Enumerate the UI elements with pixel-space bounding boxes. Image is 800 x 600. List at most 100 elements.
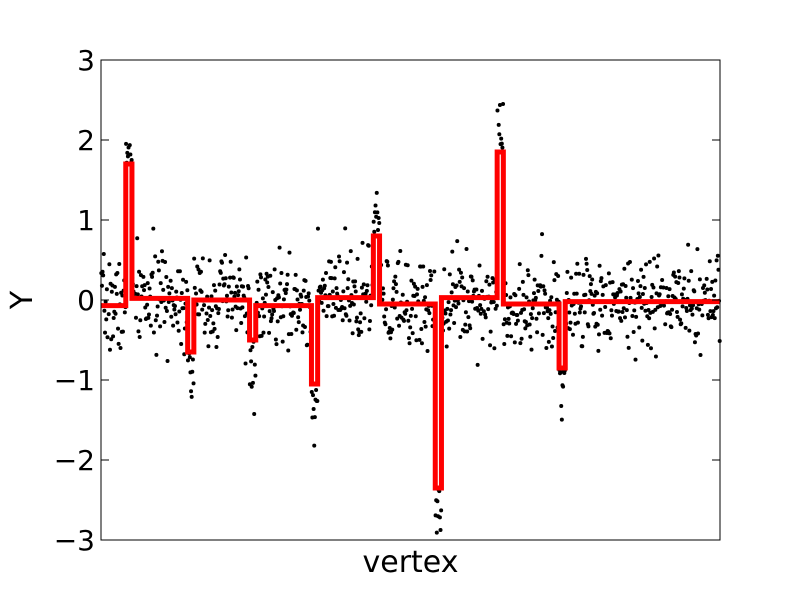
scatter-point [151, 226, 156, 231]
scatter-point [526, 273, 531, 278]
scatter-point [497, 102, 502, 107]
scatter-point [684, 309, 689, 314]
scatter-point [687, 328, 692, 333]
scatter-point [255, 279, 260, 284]
scatter-point [205, 317, 210, 322]
scatter-point [713, 278, 718, 283]
scatter-point [362, 316, 367, 321]
scatter-point [691, 303, 696, 308]
scatter-point [250, 380, 255, 385]
scatter-point [326, 304, 331, 309]
scatter-point [332, 276, 337, 281]
scatter-point [406, 336, 411, 341]
scatter-point [539, 253, 544, 258]
scatter-point [549, 295, 554, 300]
scatter-point [206, 344, 211, 349]
scatter-point [656, 253, 661, 258]
scatter-point [145, 281, 150, 286]
scatter-point [575, 320, 580, 325]
scatter-point [208, 314, 213, 319]
scatter-point [222, 282, 227, 287]
scatter-point [359, 285, 364, 290]
scatter-point [635, 278, 640, 283]
scatter-point [115, 271, 120, 276]
scatter-point [103, 330, 108, 335]
scatter-point [536, 311, 541, 316]
scatter-point [559, 417, 564, 422]
scatter-point [300, 330, 305, 335]
scatter-point [428, 268, 432, 273]
scatter-point [237, 277, 242, 282]
scatter-point [706, 316, 711, 321]
scatter-point [467, 299, 471, 304]
scatter-point [150, 274, 155, 279]
scatter-point [299, 294, 304, 299]
scatter-point [599, 276, 604, 281]
scatter-point [428, 277, 433, 282]
scatter-point [194, 291, 199, 296]
scatter-point [220, 260, 225, 265]
scatter-point [267, 330, 272, 335]
scatter-point [464, 246, 469, 251]
scatter-point [408, 313, 413, 318]
scatter-point [484, 279, 489, 284]
scatter-point [541, 284, 546, 289]
scatter-point [468, 326, 473, 331]
scatter-point [485, 274, 490, 279]
scatter-point [284, 287, 289, 292]
scatter-point [400, 292, 405, 297]
scatter-point [715, 305, 720, 310]
scatter-point [465, 289, 470, 294]
scatter-point [118, 346, 123, 351]
scatter-point [116, 326, 121, 331]
scatter-point [202, 303, 207, 308]
scatter-point [525, 268, 530, 273]
scatter-point [515, 313, 520, 318]
scatter-point [250, 345, 255, 350]
y-axis-tick-labels: 3 2 1 0 −1 −2 −3 [54, 44, 95, 557]
scatter-point [226, 284, 231, 289]
scatter-point [692, 340, 697, 345]
scatter-point [216, 306, 221, 311]
scatter-point [351, 302, 356, 307]
scatter-point [495, 108, 500, 113]
scatter-point [417, 337, 422, 342]
scatter-point [166, 299, 171, 304]
scatter-point [695, 247, 700, 252]
scatter-point [165, 358, 170, 363]
scatter-point [647, 316, 652, 321]
scatter-point [189, 394, 194, 399]
scatter-point [671, 270, 676, 275]
scatter-point [559, 403, 564, 408]
scatter-point [285, 272, 290, 277]
scatter-point [252, 362, 257, 367]
scatter-point [530, 306, 535, 311]
scatter-point [306, 294, 311, 299]
scatter-point [367, 319, 372, 324]
scatter-point [677, 275, 682, 280]
scatter-point [449, 290, 454, 295]
scatter-point [533, 295, 538, 300]
scatter-point [173, 312, 178, 317]
scatter-point [244, 255, 249, 260]
scatter-point [649, 294, 654, 299]
scatter-point [595, 291, 600, 296]
scatter-point [393, 282, 398, 287]
scatter-point [463, 322, 468, 327]
scatter-point [625, 334, 630, 339]
scatter-point [454, 283, 459, 288]
scatter-point [172, 307, 177, 312]
scatter-point [249, 384, 254, 389]
scatter-point [698, 353, 703, 357]
scatter-point [569, 275, 574, 280]
scatter-point [606, 271, 611, 276]
scatter-point [146, 312, 151, 317]
scatter-point [487, 282, 492, 287]
scatter-point [642, 285, 647, 290]
scatter-point [383, 322, 388, 327]
scatter-point [618, 289, 623, 294]
scatter-point [581, 272, 586, 277]
scatter-point [415, 286, 420, 291]
scatter-point [481, 309, 486, 314]
scatter-point [580, 344, 585, 349]
